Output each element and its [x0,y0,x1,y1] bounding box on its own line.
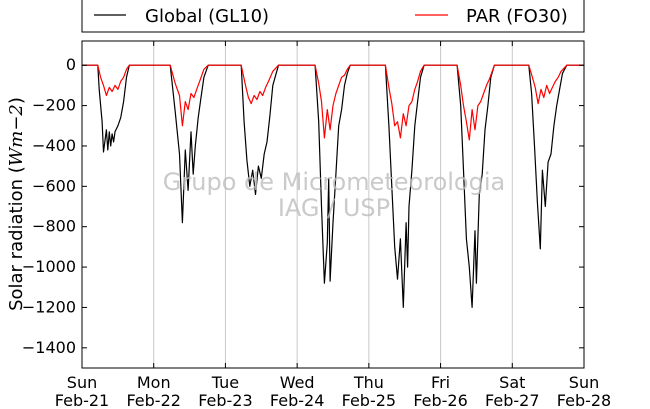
y-axis-label-exponent: −2 [6,104,27,131]
x-tick-label-date: Feb-26 [413,391,467,409]
y-axis-label: Solar radiation (Wm−2) [6,97,27,311]
x-tick-label-date: Feb-27 [485,391,539,409]
x-tick-label-day: Wed [280,373,315,392]
watermark-line-1: Grupo de Micrometeorologia [163,168,505,196]
y-tick-label: 0 [66,55,76,74]
series-line-par [82,64,584,141]
watermark: Grupo de Micrometeorologia IAG / USP [163,168,505,222]
y-axis: 0 −200 −400 −600 −800 −1000 −1200 −1400 [22,55,584,357]
y-axis-label-suffix: ) [6,97,27,104]
legend-label-global: Global (GL10) [145,6,269,27]
x-tick-label-day: Fri [431,373,450,392]
y-tick-label: −1400 [22,338,76,357]
x-tick-label-date: Feb-25 [342,391,396,409]
x-tick-label-date: Feb-23 [198,391,252,409]
x-axis: SunFeb-21MonFeb-22TueFeb-23WedFeb-24ThuF… [55,41,611,409]
y-tick-label: −200 [32,96,76,115]
x-tick-label-day: Thu [353,373,384,392]
legend: Global (GL10) PAR (FO30) [81,0,585,33]
y-tick-label: −800 [32,217,76,236]
y-tick-label: −600 [32,176,76,195]
plot-frame [81,40,585,369]
vertical-grid-lines [153,41,513,368]
x-tick-label-date: Feb-24 [270,391,324,409]
x-tick-label-day: Sat [499,373,525,392]
legend-box [81,0,585,33]
x-tick-label-date: Feb-21 [55,391,109,409]
x-tick-label-day: Tue [211,373,239,392]
x-tick-label-day: Mon [137,373,171,392]
legend-label-par: PAR (FO30) [466,6,568,27]
y-tick-label: −1200 [22,297,76,316]
y-axis-label-prefix: Solar radiation ( [6,166,27,311]
plot-area [82,64,584,308]
y-axis-label-unit: Wm [6,131,27,167]
x-tick-label-date: Feb-22 [126,391,180,409]
x-tick-label-day: Sun [67,373,97,392]
y-tick-label: −1000 [22,257,76,276]
x-tick-label-day: Sun [569,373,599,392]
x-tick-label-date: Feb-28 [557,391,611,409]
y-tick-label: −400 [32,136,76,155]
watermark-line-2: IAG / USP [278,194,390,222]
